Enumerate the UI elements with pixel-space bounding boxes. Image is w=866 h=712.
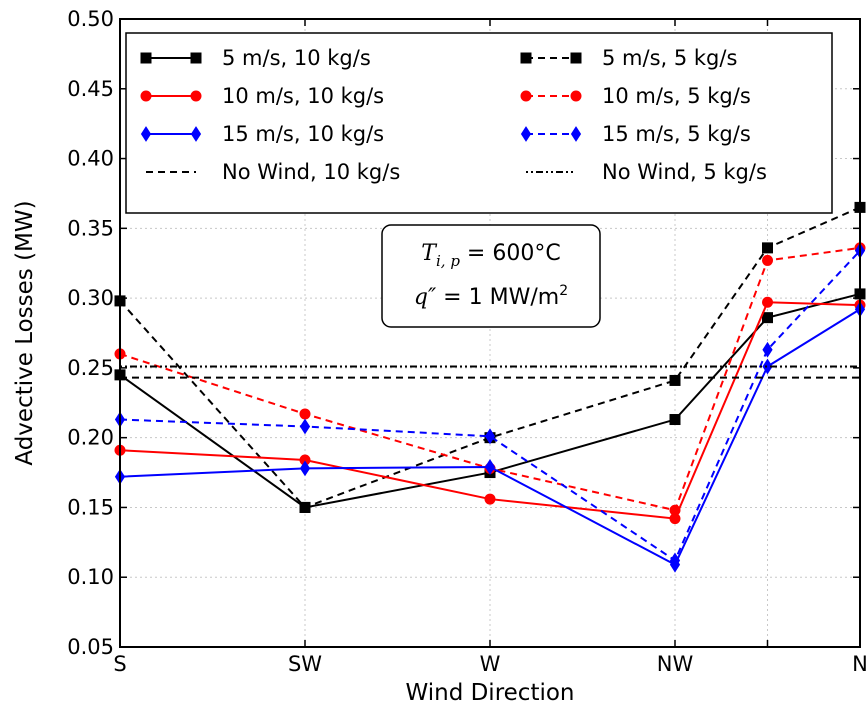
legend-frame [125, 32, 833, 214]
legend-swatch-marker [190, 90, 202, 102]
legend-label: 5 m/s, 5 kg/s [602, 46, 737, 70]
x-tick-label: W [480, 652, 501, 676]
annotation-subscript: i, p [436, 252, 460, 270]
legend-swatch-marker [520, 90, 532, 102]
y-tick-label: 0.15 [67, 495, 114, 519]
legend: 5 m/s, 10 kg/s 5 m/s, 5 kg/s 10 m/s, 10 kg… [125, 32, 833, 214]
y-tick-label: 0.05 [67, 635, 114, 659]
data-point [299, 501, 311, 513]
data-point [484, 459, 496, 475]
legend-label: 5 m/s, 10 kg/s [222, 46, 371, 70]
legend-label: 10 m/s, 5 kg/s [602, 84, 751, 108]
data-point [762, 254, 773, 266]
annotation-line-1: Ti, p = 600°C [421, 241, 560, 270]
y-axis-title: Advective Losses (MW) [12, 200, 38, 465]
data-point [669, 552, 681, 569]
data-point [669, 504, 681, 516]
annotation-frame [381, 224, 601, 328]
annotation-value: = 1 MW/m [436, 285, 559, 310]
annotation-box: Ti, p = 600°C q″ = 1 MW/m2 [381, 224, 601, 328]
legend-item: 5 m/s, 5 kg/s [520, 46, 737, 70]
legend-label: No Wind, 5 kg/s [602, 160, 767, 184]
annotation-value: = 600°C [460, 241, 561, 266]
x-tick-label: N [852, 652, 866, 676]
legend-label: 10 m/s, 10 kg/s [222, 84, 384, 108]
legend-swatch-marker [140, 52, 152, 64]
data-point [299, 418, 311, 435]
x-tick-label: S [113, 652, 126, 676]
legend-swatch-marker [190, 52, 202, 64]
legend-swatch-marker [570, 126, 582, 142]
legend-swatch-marker [570, 90, 582, 102]
legend-swatch-marker [140, 126, 152, 142]
annotation-symbol: T [421, 241, 438, 266]
series-5 [114, 242, 866, 569]
legend-item: 15 m/s, 5 kg/s [520, 122, 751, 146]
legend-item: No Wind, 10 kg/s [146, 160, 400, 184]
annotation-superscript: 2 [559, 283, 568, 299]
data-point [669, 374, 681, 386]
legend-label: 15 m/s, 5 kg/s [602, 122, 751, 146]
x-tick-label: SW [288, 652, 322, 676]
legend-label: 15 m/s, 10 kg/s [222, 122, 384, 146]
annotation-symbol: q″ [414, 285, 437, 310]
legend-item: 5 m/s, 10 kg/s [140, 46, 371, 70]
series-line [119, 246, 861, 512]
legend-item: 15 m/s, 10 kg/s [140, 122, 384, 146]
y-tick-label: 0.40 [67, 147, 114, 171]
legend-item: 10 m/s, 5 kg/s [520, 84, 751, 108]
y-tick-label: 0.30 [67, 286, 114, 310]
data-point [762, 242, 773, 254]
data-point [484, 493, 496, 505]
series-line [119, 308, 861, 567]
data-point [762, 296, 773, 308]
y-tick-label: 0.35 [67, 216, 114, 240]
x-tick-label: NW [657, 652, 694, 676]
data-point [299, 408, 311, 420]
data-point [484, 428, 496, 445]
series-line [119, 301, 861, 520]
y-tick-label: 0.50 [67, 7, 114, 31]
series-line [119, 206, 861, 509]
legend-swatch-marker [140, 90, 152, 102]
data-point [669, 414, 681, 426]
y-tick-label: 0.10 [67, 565, 114, 589]
data-point [762, 312, 773, 324]
x-axis-title: Wind Direction [405, 680, 574, 706]
annotation-line-2: q″ = 1 MW/m2 [414, 283, 568, 310]
data-point [762, 358, 773, 375]
data-point [299, 460, 311, 477]
series-line [119, 249, 861, 562]
y-tick-label: 0.25 [67, 356, 114, 380]
legend-swatch-marker [520, 126, 532, 142]
legend-item: 10 m/s, 10 kg/s [140, 84, 384, 108]
y-tick-label: 0.20 [67, 426, 114, 450]
data-point [762, 341, 773, 358]
legend-item: No Wind, 5 kg/s [526, 160, 767, 184]
series-line [119, 292, 861, 509]
legend-label: No Wind, 10 kg/s [222, 160, 400, 184]
axes: 0.05 0.10 0.15 0.20 0.25 0.30 0.35 0.40 0.45 0.50… [67, 7, 866, 676]
legend-swatch-marker [190, 126, 202, 142]
y-tick-label: 0.45 [67, 77, 114, 101]
legend-swatch-marker [570, 52, 582, 64]
legend-swatch-marker [520, 52, 532, 64]
series-layer [114, 201, 866, 573]
